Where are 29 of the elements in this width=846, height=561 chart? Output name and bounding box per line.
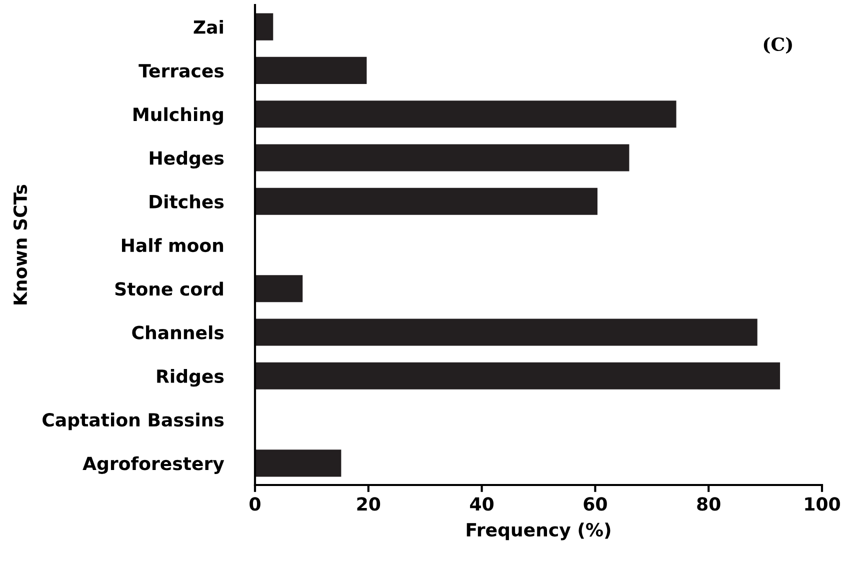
y-tick-label: Ridges [157,369,224,387]
bar [255,450,342,477]
y-tick-label: Stone cord [115,282,223,296]
y-tick-label: Terraces [138,64,224,78]
x-tick-label: 100 [805,497,840,511]
x-tick-label: 60 [584,497,607,511]
x-tick-label: 0 [250,497,260,511]
bar [255,188,598,215]
bar [255,362,780,390]
bar [255,100,676,128]
bar [255,318,758,346]
y-tick-label: Channels [132,325,224,340]
y-tick-label: Ditches [150,194,224,208]
y-axis-title: Known SCTs [13,184,28,304]
annotation: (C) [764,37,792,54]
y-tick-label: Captation Bassins [42,412,224,430]
bar [255,56,367,84]
y-tick-label: Hedges [150,150,224,168]
x-tick-label: 80 [697,497,720,511]
x-tick-label: 40 [470,497,494,511]
y-tick-label: Mulching [134,107,223,125]
bar [255,144,630,172]
x-tick-label: 20 [357,497,380,511]
bar [255,13,274,40]
y-tick-label: Zai [194,20,223,34]
y-tick-label: Agroforestery [82,456,224,474]
x-axis-title: Frequency (%) [466,522,610,540]
bar [255,275,303,302]
y-tick-label: Half moon [122,238,224,252]
